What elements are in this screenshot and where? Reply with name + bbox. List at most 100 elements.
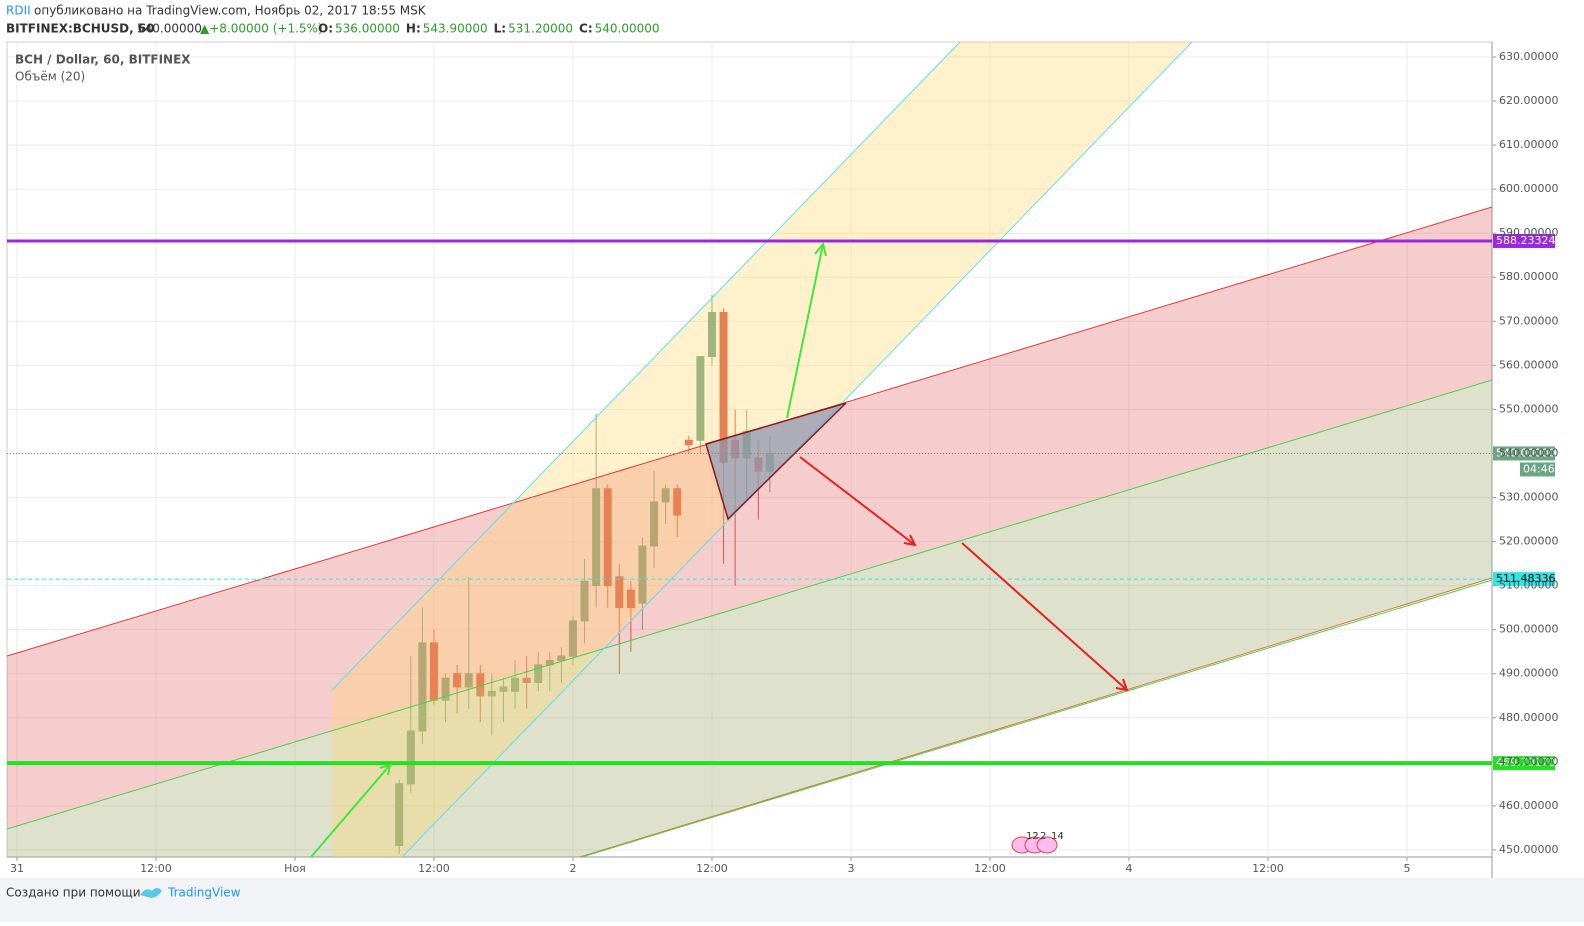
event-icon[interactable] (1036, 836, 1058, 854)
x-tick-label: 5 (1403, 862, 1410, 875)
price-label: 469.70170 (1496, 756, 1556, 769)
grid (7, 42, 1492, 857)
price-label: 540.00000 (1496, 446, 1556, 459)
ohlc-value: 536.00000 (335, 22, 400, 36)
pink-channel (7, 207, 1492, 829)
change: ▲+8.00000 (+1.5%) (200, 22, 323, 36)
axes: 450.00000 460.00000 470.00000 480.00000 490.… (10, 50, 1559, 875)
channel-line (331, 41, 961, 691)
olive-channel (7, 380, 1492, 857)
ohlc-value: 540.00000 (595, 22, 660, 36)
candle-body (603, 488, 612, 587)
author[interactable]: RDII (6, 4, 31, 18)
candle-body (406, 730, 415, 785)
channel-line (579, 577, 1493, 858)
candle-body (464, 673, 473, 688)
candle-body (522, 677, 531, 684)
x-tick-label: 2 (569, 862, 576, 875)
y-tick-label: 590.00000 (1499, 226, 1559, 239)
candle-body (673, 488, 682, 516)
candle-body (418, 642, 427, 732)
y-tick-label: 490.00000 (1499, 667, 1559, 680)
candle-body (580, 580, 589, 622)
published: опубликовано на TradingView.com, Ноябрь … (34, 4, 427, 18)
y-tick-label: 500.00000 (1499, 623, 1559, 636)
countdown-box (1520, 462, 1555, 477)
candle-body (534, 664, 543, 684)
x-tick-label: 12:00 (696, 862, 728, 875)
ohlc-key: L: (494, 22, 506, 36)
ohlc-key: H: (406, 22, 421, 36)
arrow (310, 763, 392, 858)
brand[interactable]: TradingView (167, 886, 241, 900)
x-tick-label: 12:00 (140, 862, 172, 875)
candle-body (626, 589, 635, 609)
event-count: 14 (1051, 831, 1064, 842)
y-tick-label: 580.00000 (1499, 270, 1559, 283)
y-tick-label: 630.00000 (1499, 50, 1559, 63)
y-tick-label: 470.00000 (1499, 755, 1559, 768)
y-tick-label: 510.00000 (1499, 579, 1559, 592)
y-tick-label: 570.00000 (1499, 314, 1559, 327)
x-tick-label: 4 (1125, 862, 1132, 875)
price-label-box (1493, 446, 1555, 461)
candle-body (684, 439, 693, 446)
candle-body (441, 677, 450, 701)
candle-body (487, 690, 496, 697)
footer-bar (0, 878, 1584, 922)
candle-body (511, 677, 520, 692)
ohlc-value: 531.20000 (508, 22, 573, 36)
price-label-box (1493, 233, 1555, 248)
candle-body (696, 356, 705, 441)
candle-body (395, 783, 404, 847)
ohlc-key: O: (318, 22, 333, 36)
y-tick-label: 460.00000 (1499, 799, 1559, 812)
last-price: 540.00000 (137, 22, 202, 36)
y-tick-label: 600.00000 (1499, 182, 1559, 195)
arrow (786, 241, 827, 419)
y-tick-label: 620.00000 (1499, 94, 1559, 107)
candle-body (568, 620, 577, 657)
arrows (310, 241, 1129, 858)
symbol: BITFINEX:BCHUSD, 60 (6, 22, 155, 36)
candle-body (650, 501, 659, 547)
price-lines: 588.23324 540.00000 511.48336 469.70170 04:4… (7, 233, 1556, 771)
arrow (799, 456, 917, 547)
price-label-box (1493, 756, 1555, 771)
price-label-box (1493, 572, 1555, 587)
ohlc-key: C: (579, 22, 593, 36)
x-tick-label: 3 (847, 862, 854, 875)
brand-logo[interactable] (140, 888, 162, 898)
candle-body (615, 576, 624, 609)
x-tick-label: Ноя (284, 862, 306, 875)
y-tick-label: 610.00000 (1499, 138, 1559, 151)
arrow (961, 542, 1129, 692)
y-tick-label: 480.00000 (1499, 711, 1559, 724)
x-tick-label: 12:00 (974, 862, 1006, 875)
x-tick-label: 31 (10, 862, 24, 875)
candle-body (557, 655, 566, 662)
event-count: 2 (1040, 831, 1046, 842)
made-with: Создано при помощи (6, 886, 141, 900)
candle-body (707, 311, 716, 358)
channel-line (6, 379, 1493, 830)
candle-body (592, 488, 601, 587)
candle-body (638, 545, 647, 604)
y-tick-label: 530.00000 (1499, 491, 1559, 504)
countdown: 04:46 (1523, 462, 1555, 475)
events[interactable]: 12 2 14 (1011, 831, 1064, 854)
y-tick-label: 550.00000 (1499, 402, 1559, 415)
triangle (705, 402, 847, 521)
y-tick-label: 560.00000 (1499, 358, 1559, 371)
ohlc: O: 536.00000 H: 543.90000 L: 531.20000 C: 540.0… (318, 22, 660, 36)
x-tick-label: 12:00 (418, 862, 450, 875)
candle-body (453, 673, 462, 688)
drawings (6, 41, 1493, 858)
channel-line (581, 579, 1493, 858)
candle-body (499, 686, 508, 692)
event-count: 12 (1026, 831, 1039, 842)
chart-title: BCH / Dollar, 60, BITFINEX (15, 53, 191, 67)
indicator-label: Объём (20) (15, 70, 85, 84)
